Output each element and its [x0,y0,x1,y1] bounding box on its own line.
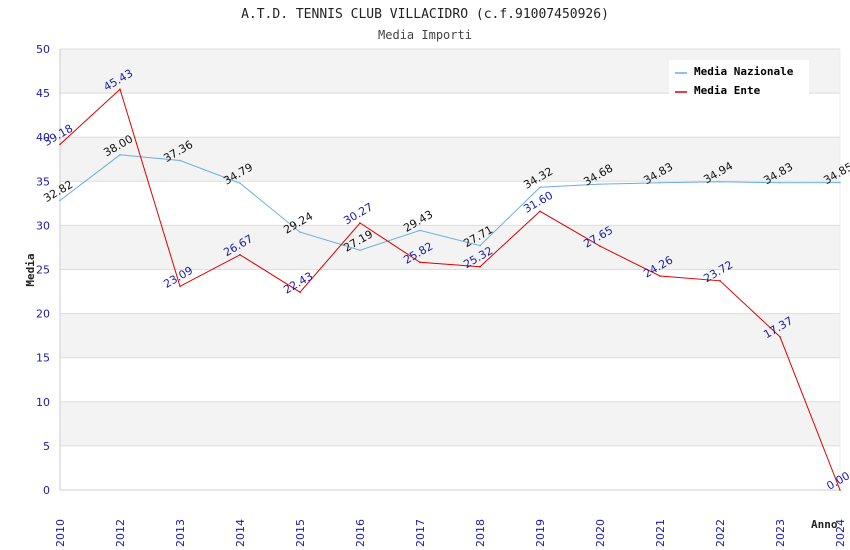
x-tick-label: 2013 [174,519,187,547]
data-point-media-ente [119,88,121,91]
grid-bands [60,49,840,490]
data-point-media-nazionale [539,186,541,189]
y-tick-label: 35 [36,175,50,188]
grid-band [60,269,840,314]
data-point-media-ente [599,245,601,247]
legend-box [669,60,809,96]
grid-band [60,181,840,226]
y-axis-label: Media [24,253,37,286]
y-tick-label: 45 [36,87,50,100]
data-point-media-nazionale [299,231,301,233]
legend-label-media-nazionale: Media Nazionale [694,65,794,78]
y-tick-label: 0 [43,484,50,497]
data-point-media-ente [419,261,421,264]
data-point-media-ente [539,210,541,213]
series-lines [59,88,841,491]
x-tick-label: 2016 [354,519,367,547]
grid-band [60,357,840,402]
data-point-media-ente [779,335,781,338]
grid-band [60,225,840,270]
grid-band [60,401,840,446]
x-tick-label: 2015 [294,519,307,547]
series-line-media-nazionale [59,154,841,251]
data-point-media-ente [479,265,481,268]
grid-band [60,313,840,358]
data-point-media-nazionale [359,249,361,251]
y-tick-label: 30 [36,219,50,232]
axes [59,49,841,491]
data-point-media-nazionale [119,154,121,156]
grid-band [60,93,840,138]
data-point-media-nazionale [479,244,481,247]
x-axis-label: Anno [811,518,838,531]
series-line-media-ente [59,88,841,491]
data-point-media-nazionale [839,181,841,184]
legend: Media Nazionale Media Ente [669,60,809,97]
data-point-media-nazionale [599,183,601,185]
x-tick-label: 2024 [834,519,847,547]
data-point-media-ente [299,291,301,293]
y-tick-label: 20 [36,308,50,321]
data-point-media-nazionale [59,199,61,202]
x-tick-label: 2017 [414,519,427,547]
y-tick-label: 5 [43,440,50,453]
data-point-media-ente [59,143,61,146]
y-tick-labels: 0 5 10 15 20 25 30 35 40 45 50 [36,43,50,497]
x-tick-label: 2021 [654,519,667,547]
data-point-media-nazionale [719,181,721,183]
data-point-media-nazionale [239,182,241,184]
data-point-media-ente [839,489,841,491]
data-point-media-nazionale [419,229,421,232]
data-point-media-ente [359,222,361,224]
data-point-media-ente [659,275,661,277]
x-tick-label: 2012 [114,519,127,547]
data-point-media-ente [179,285,181,288]
y-tick-label: 40 [36,131,50,144]
data-point-media-nazionale [659,181,661,184]
x-tick-label: 2023 [774,519,787,547]
y-tick-label: 50 [36,43,50,56]
x-tick-label: 2010 [54,519,67,547]
x-tick-labels: 2010 2012 2013 2014 2015 2016 2017 2018 2019 2020… [54,519,847,547]
data-point-media-nazionale [779,181,781,184]
y-tick-label: 10 [36,396,50,409]
x-tick-label: 2018 [474,519,487,547]
chart-title: A.T.D. TENNIS CLUB VILLACIDRO (c.f.91007… [241,7,609,22]
legend-label-media-ente: Media Ente [694,84,761,97]
data-point-media-ente [719,279,721,282]
data-point-media-ente [239,253,241,256]
x-tick-label: 2019 [534,519,547,547]
y-tick-label: 15 [36,352,50,365]
grid-band [60,445,840,490]
grid-band [60,137,840,182]
x-tick-label: 2020 [594,519,607,547]
chart-subtitle: Media Importi [378,28,472,42]
data-point-media-nazionale [179,159,181,162]
x-tick-label: 2014 [234,519,247,547]
y-tick-label: 25 [36,264,50,277]
x-tick-label: 2022 [714,519,727,547]
